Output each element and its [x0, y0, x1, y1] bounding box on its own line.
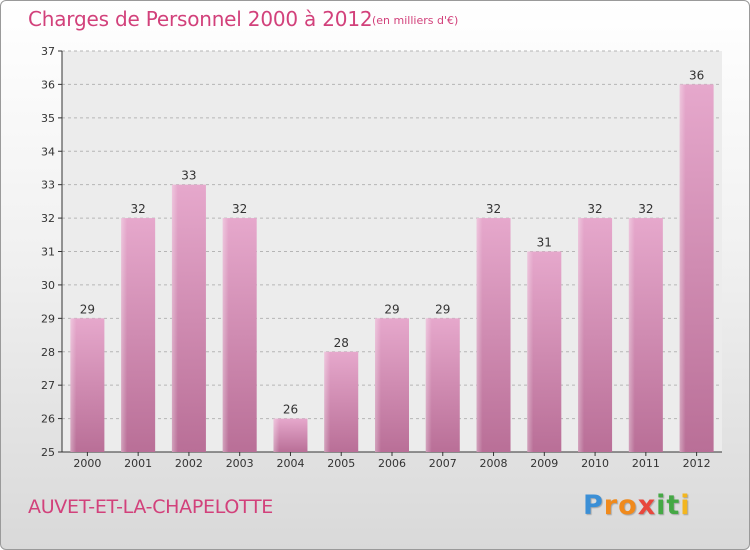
bar-highlight: [273, 418, 280, 452]
logo-letter: t: [666, 490, 681, 521]
data-label: 31: [537, 236, 552, 250]
bar-highlight: [476, 218, 483, 452]
x-tick-label: 2002: [175, 457, 203, 470]
bar-highlight: [70, 318, 77, 452]
x-tick-label: 2007: [429, 457, 457, 470]
y-tick-label: 27: [41, 379, 55, 392]
bar-highlight: [578, 218, 585, 452]
proxiti-logo: Proxiti: [583, 490, 691, 521]
x-tick-label: 2004: [276, 457, 304, 470]
data-label: 28: [334, 336, 349, 350]
x-tick-label: 2005: [327, 457, 355, 470]
data-label: 32: [638, 202, 653, 216]
y-tick-label: 29: [41, 312, 55, 325]
data-label: 32: [587, 202, 602, 216]
commune-name: AUVET-ET-LA-CHAPELOTTE: [28, 496, 273, 518]
bar-highlight: [679, 84, 686, 453]
x-tick-label: 2000: [73, 457, 101, 470]
bar-highlight: [324, 351, 331, 452]
y-tick-label: 32: [41, 212, 55, 225]
x-tick-label: 2010: [581, 457, 609, 470]
data-label: 33: [181, 169, 196, 183]
bar-highlight: [375, 318, 381, 452]
logo-letter: i: [680, 490, 691, 521]
y-tick-label: 31: [41, 246, 55, 259]
logo-letter: x: [637, 490, 657, 521]
bar-highlight: [425, 318, 432, 452]
bar-highlight: [527, 251, 534, 452]
bar-highlight: [171, 184, 178, 452]
data-label: 36: [689, 68, 704, 82]
x-tick-label: 2006: [378, 457, 406, 470]
y-tick-label: 26: [41, 413, 55, 426]
y-tick-label: 30: [41, 279, 55, 292]
chart-title: Charges de Personnel 2000 à 2012: [28, 7, 373, 31]
logo-letter: o: [618, 490, 638, 521]
data-label: 32: [486, 202, 501, 216]
x-tick-label: 2003: [226, 457, 254, 470]
y-tick-label: 28: [41, 346, 55, 359]
y-tick-label: 36: [41, 78, 55, 91]
x-tick-label: 2009: [530, 457, 558, 470]
y-tick-label: 35: [41, 112, 55, 125]
data-label: 32: [131, 202, 146, 216]
data-label: 29: [384, 302, 399, 316]
logo-letter: r: [603, 490, 619, 521]
y-tick-label: 34: [41, 145, 55, 158]
bar-highlight: [222, 218, 229, 452]
data-label: 32: [232, 202, 247, 216]
y-tick-label: 37: [41, 45, 55, 58]
x-tick-label: 2001: [124, 457, 152, 470]
chart-subtitle: (en milliers d'€): [372, 14, 459, 27]
logo-letter: P: [583, 490, 604, 521]
data-label: 29: [80, 302, 95, 316]
x-tick-label: 2008: [480, 457, 508, 470]
data-label: 29: [435, 302, 450, 316]
data-label: 26: [283, 403, 298, 417]
y-tick-label: 33: [41, 179, 55, 192]
logo-letter: i: [656, 490, 667, 521]
bar-highlight: [628, 218, 635, 452]
y-tick-label: 25: [41, 446, 55, 459]
x-tick-label: 2012: [683, 457, 711, 470]
x-tick-label: 2011: [632, 457, 660, 470]
bar-highlight: [121, 218, 128, 452]
